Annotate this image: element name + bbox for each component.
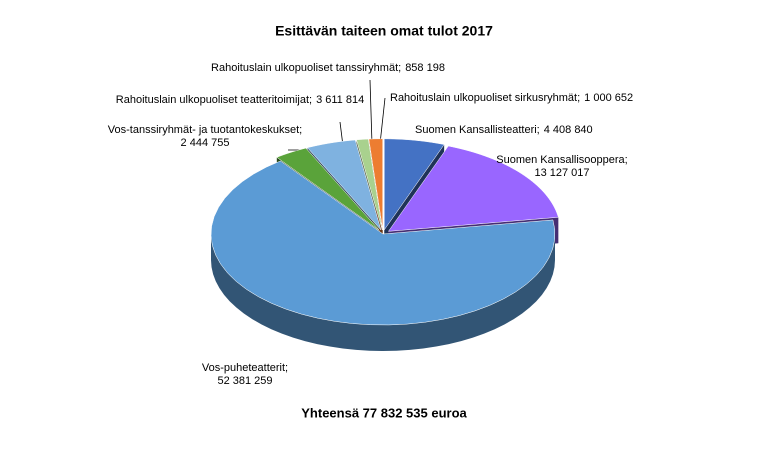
data-label: Vos-tanssiryhmät- ja tuotantokeskukset; 2…: [108, 124, 302, 149]
label-name: Rahoituslain ulkopuoliset sirkusryhmät;: [390, 92, 580, 104]
label-value: 858 198: [405, 62, 445, 74]
label-value: 13 127 017: [534, 167, 589, 179]
chart-note: Yhteensä 77 832 535 euroa: [301, 405, 467, 420]
label-name: Rahoituslain ulkopuoliset tanssiryhmät;: [211, 62, 401, 74]
label-value: 2 444 755: [181, 137, 230, 149]
leader-line: [379, 97, 386, 145]
slice: [276, 147, 380, 231]
slice: [383, 138, 445, 231]
data-label: Rahoituslain ulkopuoliset teatteritoimij…: [116, 94, 364, 106]
label-name: Suomen Kansallisteatteri;: [415, 124, 540, 136]
data-label: Rahoituslain ulkopuoliset tanssiryhmät; 8…: [211, 62, 445, 74]
slice: [387, 145, 559, 232]
chart-title: Esittävän taiteen omat tulot 2017: [275, 23, 493, 39]
label-value: 3 611 814: [316, 94, 364, 106]
label-name: Suomen Kansallisooppera;: [496, 154, 627, 166]
slice: [356, 138, 383, 230]
slice: [210, 160, 556, 326]
label-value: 4 408 840: [544, 124, 593, 136]
data-label: Rahoituslain ulkopuoliset sirkusryhmät; 1…: [390, 92, 633, 104]
label-name: Vos-tanssiryhmät- ja tuotantokeskukset;: [108, 124, 302, 136]
slice: [306, 139, 382, 231]
data-label: Suomen Kansallisteatteri; 4 408 840: [415, 124, 593, 136]
data-label: Vos-puheteatterit; 52 381 259: [202, 362, 288, 387]
label-name: Vos-puheteatterit;: [202, 362, 288, 374]
slice: [368, 138, 383, 230]
data-label: Suomen Kansallisooppera; 13 127 017: [496, 154, 627, 179]
leader-line: [369, 79, 373, 145]
label-value: 1 000 652: [584, 92, 633, 104]
label-name: Rahoituslain ulkopuoliset teatteritoimij…: [116, 94, 312, 106]
label-value: 52 381 259: [217, 375, 272, 387]
slice-side: [211, 234, 555, 351]
